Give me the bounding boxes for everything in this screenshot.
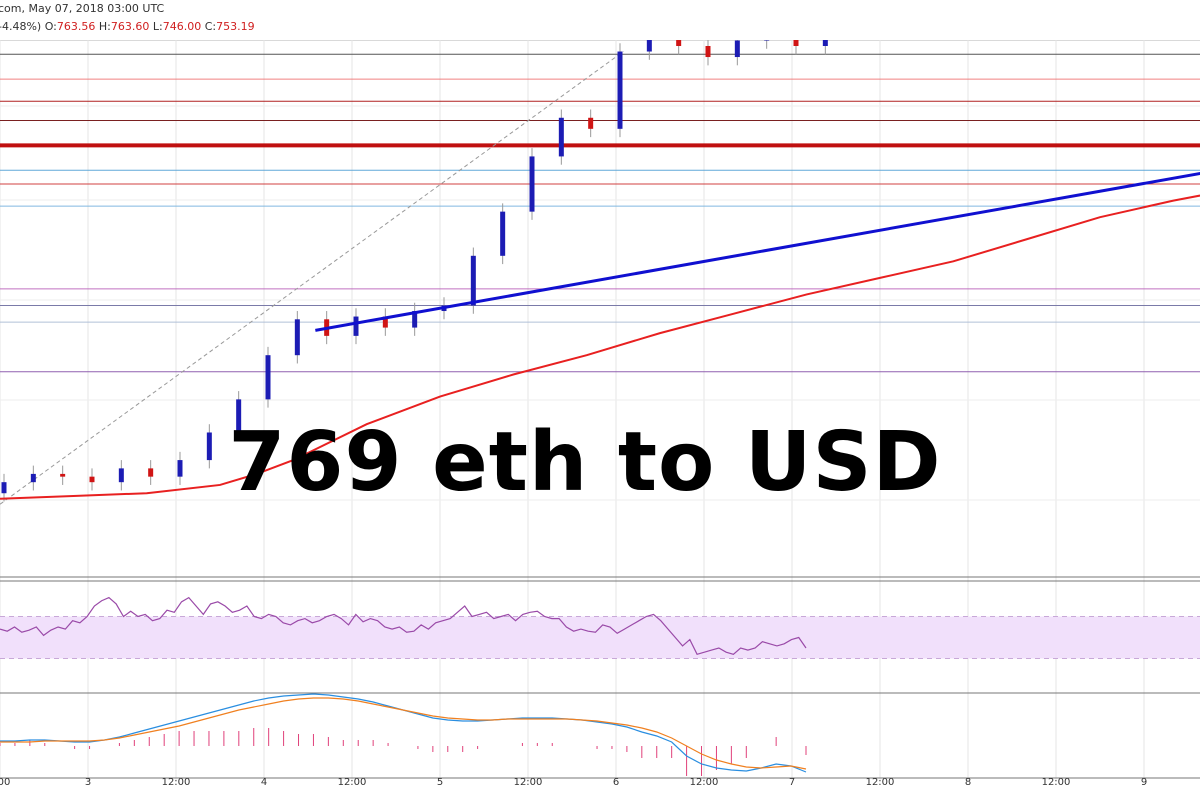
candle-body [646, 40, 652, 52]
candle-body [558, 117, 564, 157]
candle-body [206, 432, 212, 461]
x-tick-label: 12:00 [690, 777, 719, 788]
low-value: 746.00 [162, 20, 202, 33]
overlay-title: 769 eth to USD [228, 415, 942, 510]
x-tick-label: 7 [789, 777, 795, 788]
signal-line [0, 697, 807, 770]
macd-pane [0, 693, 807, 776]
macd-line [0, 693, 807, 773]
candle-body [617, 51, 623, 129]
candle-body [412, 311, 418, 328]
trend-line [315, 171, 1200, 332]
candle-body [588, 117, 594, 129]
x-tick-label: 3 [85, 777, 91, 788]
open-value: 763.56 [56, 20, 96, 33]
x-tick-label: 12:00 [162, 777, 191, 788]
candle-body [529, 156, 535, 212]
candle-body [793, 40, 799, 46]
high-value: 763.60 [110, 20, 150, 33]
header-change: -4.48%) [0, 20, 42, 33]
candle-body [676, 40, 682, 46]
close-label: C: [204, 20, 217, 33]
candle-body [148, 468, 154, 477]
candle-body [822, 40, 828, 46]
x-tick-label: 12:00 [1042, 777, 1071, 788]
candle-body [177, 460, 183, 477]
candle-body [500, 211, 506, 256]
price-header: com, May 07, 2018 03:00 UTC -4.48%) O:76… [0, 0, 1200, 41]
header-ohlc: -4.48%) O:763.56 H:763.60 L:746.00 C:753… [0, 20, 255, 33]
candle-body [60, 473, 66, 477]
candle-body [30, 473, 36, 483]
candle-body [236, 399, 242, 433]
low-label: L: [152, 20, 163, 33]
header-source-date: com, May 07, 2018 03:00 UTC [0, 2, 164, 15]
candle-body [353, 316, 359, 336]
candle-body [89, 476, 95, 483]
candle-body [470, 255, 476, 306]
x-tick-label: 6 [613, 777, 619, 788]
x-tick-label: 9 [1141, 777, 1147, 788]
x-tick-label: 12:00 [866, 777, 895, 788]
candle-body [265, 355, 271, 400]
open-label: O: [44, 20, 57, 33]
candle-body [382, 316, 388, 328]
moving-average-line [0, 194, 1200, 500]
candle-body [1, 482, 7, 494]
x-tick-label: 8 [965, 777, 971, 788]
grid-lines [0, 40, 1200, 780]
candle-body [734, 40, 740, 58]
x-tick-label: 4 [261, 777, 267, 788]
support-lines [0, 53, 1200, 373]
price-chart[interactable]: 00 3 12:00 4 12:00 5 12:00 6 12:00 7 12:00 8 12:00 9 [0, 40, 1200, 800]
x-tick-label: 12:00 [514, 777, 543, 788]
x-tick-label: 5 [437, 777, 443, 788]
rsi-pane [0, 596, 1200, 659]
x-tick-label: 12:00 [338, 777, 367, 788]
candle-body [118, 468, 124, 483]
close-value: 753.19 [216, 20, 255, 33]
high-label: H: [98, 20, 111, 33]
x-tick-label: 00 [0, 777, 10, 788]
candle-body [294, 319, 300, 356]
rsi-band [0, 616, 1200, 659]
dashed-channel-line [0, 51, 624, 505]
header-source-text: com, May 07, 2018 03:00 UTC [0, 2, 165, 15]
x-axis: 00 3 12:00 4 12:00 5 12:00 6 12:00 7 12:00 8 12:00 9 [0, 777, 1147, 788]
candle-body [705, 46, 711, 58]
rsi-line [0, 596, 807, 656]
